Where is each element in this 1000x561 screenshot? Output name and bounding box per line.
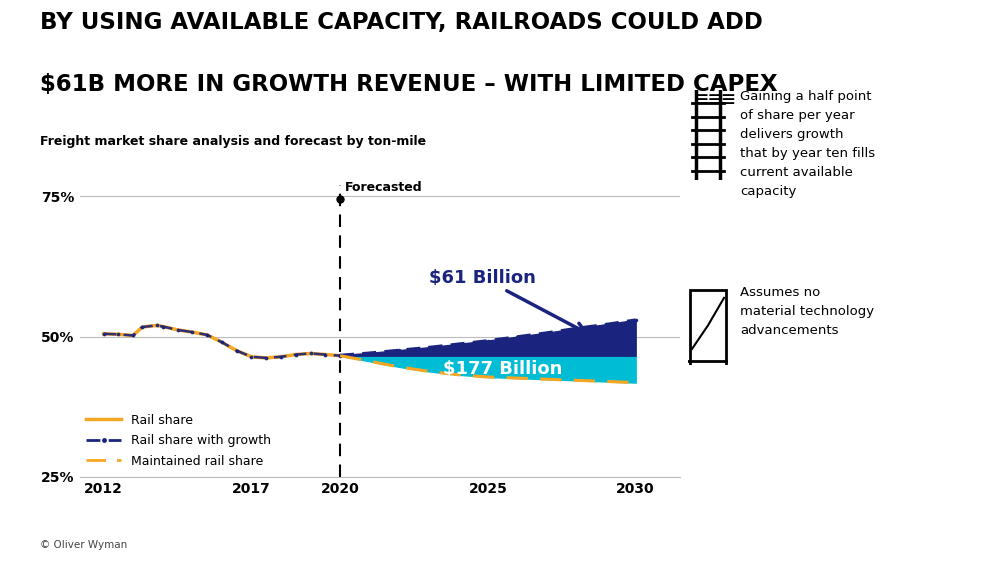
Text: Forecasted: Forecasted [345, 181, 422, 194]
Text: Freight market share analysis and forecast by ton-mile: Freight market share analysis and foreca… [40, 135, 426, 148]
Text: BY USING AVAILABLE CAPACITY, RAILROADS COULD ADD: BY USING AVAILABLE CAPACITY, RAILROADS C… [40, 11, 763, 34]
Text: ≡≡≡: ≡≡≡ [695, 90, 735, 110]
Text: Gaining a half point
of share per year
delivers growth
that by year ten fills
cu: Gaining a half point of share per year d… [740, 90, 875, 198]
Text: $177 Billion: $177 Billion [443, 360, 562, 378]
Text: $61B MORE IN GROWTH REVENUE – WITH LIMITED CAPEX: $61B MORE IN GROWTH REVENUE – WITH LIMIT… [40, 73, 778, 96]
Legend: Rail share, Rail share with growth, Maintained rail share: Rail share, Rail share with growth, Main… [86, 413, 271, 468]
Text: © Oliver Wyman: © Oliver Wyman [40, 540, 127, 550]
Text: Assumes no
material technology
advancements: Assumes no material technology advanceme… [740, 286, 874, 337]
Text: $61 Billion: $61 Billion [429, 269, 585, 332]
